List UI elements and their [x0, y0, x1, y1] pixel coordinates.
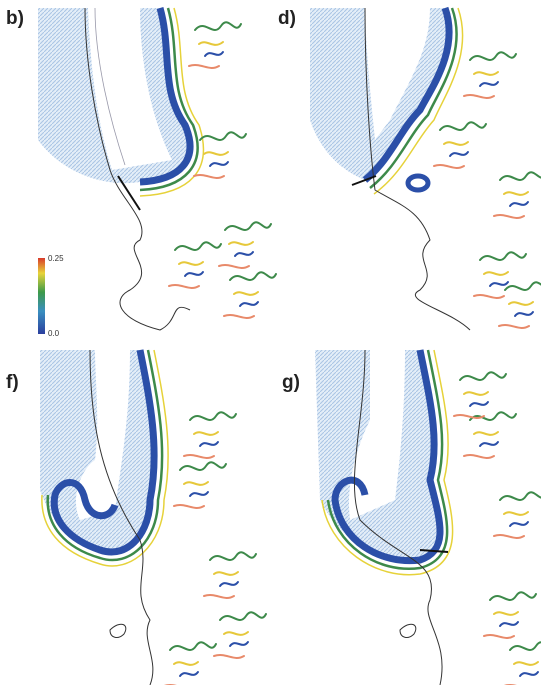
panel-d: d) [278, 8, 541, 330]
panel-b: b) 0.25 0.0 [6, 8, 276, 338]
panel-label: b) [6, 8, 24, 29]
panel-label: g) [282, 372, 300, 393]
colorbar-max: 0.25 [48, 254, 64, 263]
panel-label: f) [6, 372, 19, 393]
colorbar-min: 0.0 [48, 329, 60, 338]
panel-g: g) [282, 350, 541, 685]
colorbar [38, 258, 45, 334]
panel-f: f) [6, 350, 266, 685]
figure: b) 0.25 0.0 d) f) [0, 0, 541, 685]
panel-label: d) [278, 8, 296, 29]
